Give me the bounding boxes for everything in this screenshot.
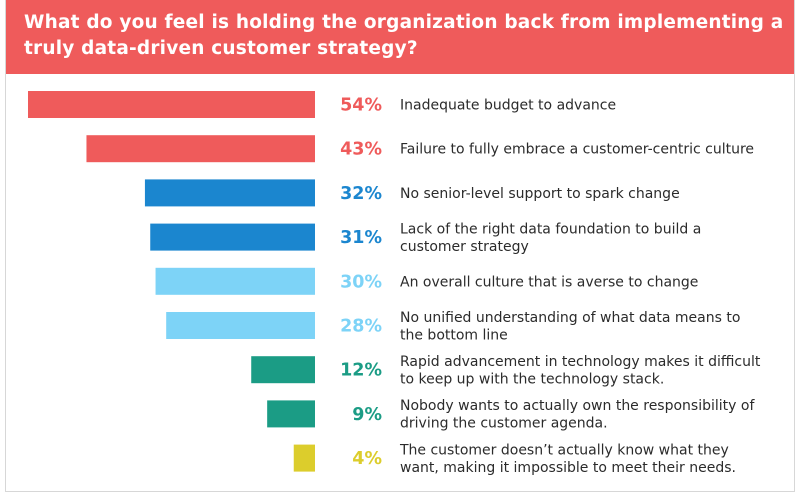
bar: [28, 91, 315, 118]
category-label: driving the customer agenda.: [400, 416, 608, 432]
chart-title: What do you feel is holding the organiza…: [24, 12, 784, 59]
category-label: want, making it impossible to meet their…: [400, 460, 736, 476]
data-label: 54%: [340, 96, 382, 116]
data-label: 30%: [340, 272, 382, 292]
data-label: 4%: [352, 449, 382, 469]
data-label: 12%: [340, 361, 382, 381]
bar: [267, 400, 315, 428]
category-label: Lack of the right data foundation to bui…: [400, 221, 701, 237]
data-label: 31%: [340, 228, 382, 248]
category-label: customer strategy: [400, 239, 529, 255]
bar: [155, 267, 315, 295]
data-label: 43%: [340, 140, 382, 160]
data-label: 28%: [340, 317, 382, 337]
category-label: Nobody wants to actually own the respons…: [400, 398, 755, 414]
chart-frame: What do you feel is holding the organiza…: [5, 0, 795, 492]
category-label: The customer doesn’t actually know what …: [399, 442, 729, 458]
category-label: No senior-level support to spark change: [400, 186, 680, 202]
header-banner: What do you feel is holding the organiza…: [6, 0, 794, 74]
data-label: 9%: [352, 405, 382, 425]
category-label: An overall culture that is averse to cha…: [400, 274, 698, 290]
bar: [144, 179, 315, 207]
category-label: Failure to fully embrace a customer-cent…: [400, 142, 754, 158]
bar: [251, 356, 315, 384]
bar: [293, 444, 315, 472]
bar: [86, 135, 316, 163]
data-label: 32%: [340, 184, 382, 204]
bar: [150, 223, 315, 251]
category-label: No unified understanding of what data me…: [400, 310, 740, 326]
category-label: to keep up with the technology stack.: [400, 371, 664, 387]
category-label: the bottom line: [400, 327, 508, 343]
category-label: Inadequate budget to advance: [400, 98, 616, 114]
bar: [166, 312, 315, 339]
category-label: Rapid advancement in technology makes it…: [400, 354, 761, 370]
